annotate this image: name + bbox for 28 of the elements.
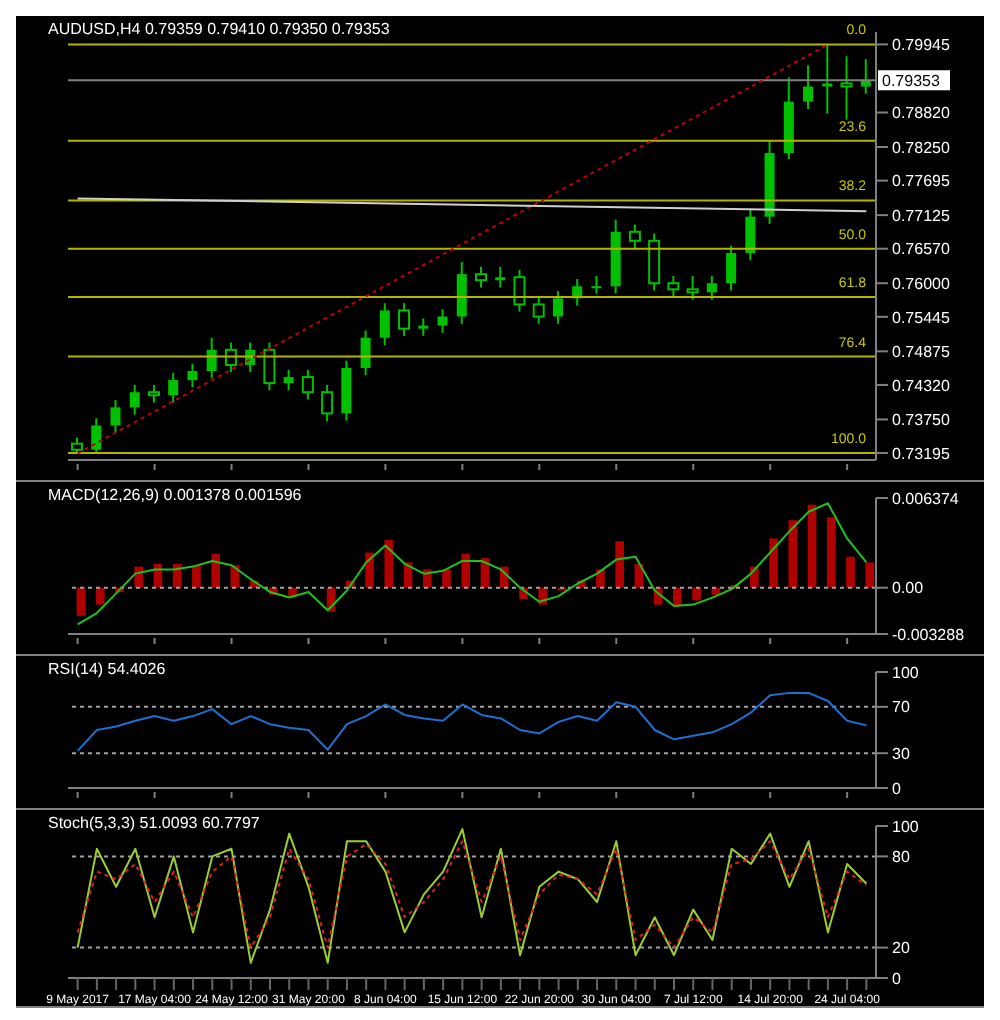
y-tick-label: 0.73750: [892, 411, 951, 430]
y-tick-label: 100: [892, 817, 920, 836]
y-tick-label: 0: [892, 779, 902, 798]
y-tick-label: 0.79945: [892, 36, 951, 55]
chart-title: Stoch(5,3,3) 51.0093 60.7797: [48, 814, 260, 832]
y-tick-label: 0.76000: [892, 274, 951, 293]
y-tick-label: 0.78820: [892, 104, 951, 123]
y-tick-label: 0.78250: [892, 138, 951, 157]
y-tick-label: 0.73195: [892, 444, 951, 463]
y-tick-label: 70: [892, 698, 911, 717]
y-tick-label: 0.75445: [892, 308, 951, 327]
y-tick-label: 20: [892, 939, 911, 958]
y-tick-label: 0.77695: [892, 172, 951, 191]
y-tick-label: -0.003288: [892, 625, 966, 644]
y-tick-label: 100: [892, 663, 920, 682]
y-tick-label: 0.77125: [892, 206, 951, 225]
y-tick-label: 0: [892, 969, 902, 988]
y-tick-label: 0.74320: [892, 376, 951, 395]
y-tick-label: 0.006374: [892, 489, 960, 508]
y-tick-label: 0.76570: [892, 240, 951, 259]
ref-line-label: 0.79353: [882, 72, 941, 91]
y-tick-label: 80: [892, 848, 911, 867]
y-tick-label: 30: [892, 744, 911, 763]
chart-title: AUDUSD,H4 0.79359 0.79410 0.79350 0.79353: [48, 20, 390, 38]
y-tick-label: 0.00: [892, 579, 925, 598]
chart-title: MACD(12,26,9) 0.001378 0.001596: [48, 486, 302, 504]
y-tick-label: 0.74875: [892, 343, 951, 362]
chart-title: RSI(14) 54.4026: [48, 660, 166, 678]
